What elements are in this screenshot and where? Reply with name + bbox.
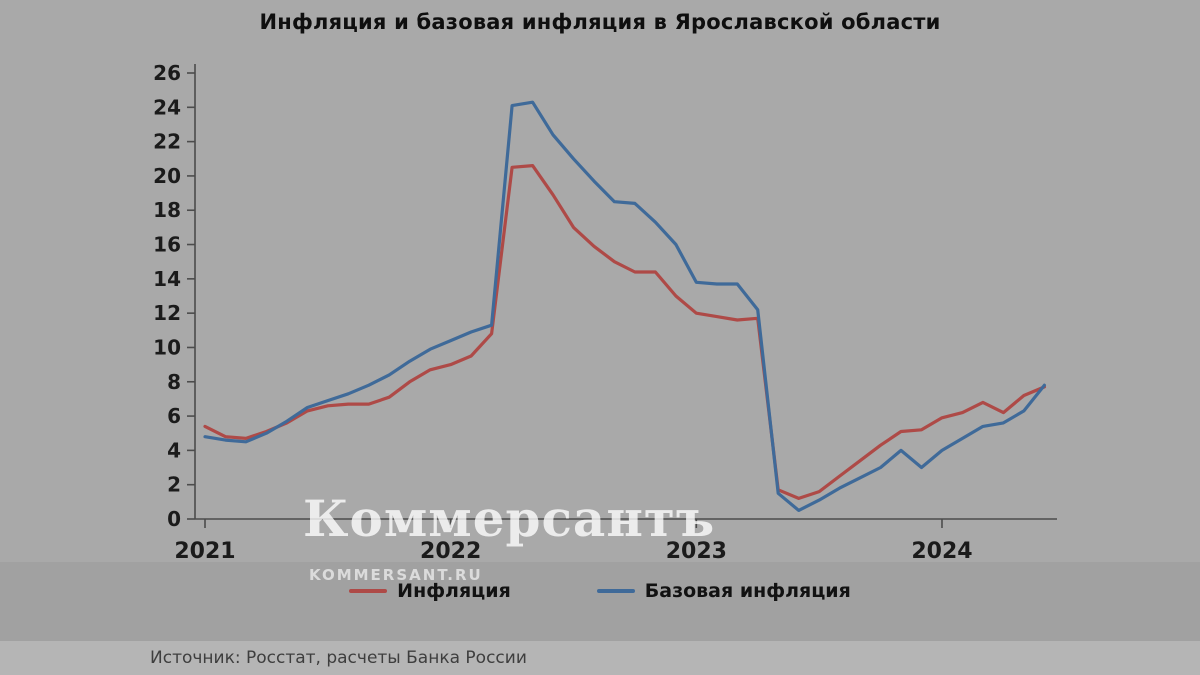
x-tick-label: 2023 [666, 539, 727, 564]
y-tick-label: 14 [153, 267, 181, 291]
watermark-band [0, 562, 1200, 642]
y-tick-label: 0 [167, 507, 181, 531]
x-tick-label: 2022 [420, 539, 481, 564]
x-tick-label: 2024 [911, 539, 972, 564]
y-tick-label: 24 [153, 95, 181, 119]
legend-label-core-inflation: Базовая инфляция [644, 580, 851, 602]
y-tick-label: 10 [153, 335, 181, 359]
legend-label-inflation: Инфляция [397, 580, 511, 602]
y-tick-label: 12 [153, 301, 181, 325]
y-tick-label: 20 [153, 164, 181, 188]
y-tick-label: 4 [167, 438, 181, 462]
legend-swatch-core-inflation [596, 589, 635, 593]
y-tick-label: 8 [167, 370, 181, 394]
series-line-1 [203, 100, 1047, 512]
y-tick-label: 6 [167, 404, 181, 428]
y-tick-label: 26 [153, 61, 181, 85]
y-tick-label: 16 [153, 233, 181, 257]
chart-title: Инфляция и базовая инфляция в Ярославско… [259, 10, 941, 34]
source-bar: Источник: Росстат, расчеты Банка России [0, 641, 1200, 675]
legend-item-core-inflation: Базовая инфляция [596, 580, 851, 602]
y-tick-label: 18 [153, 198, 181, 222]
y-tick-label: 22 [153, 130, 181, 154]
kommersant-logo-watermark: Коммерсантъ [303, 489, 716, 548]
source-text: Источник: Росстат, расчеты Банка России [150, 648, 527, 668]
y-tick-label: 2 [167, 473, 181, 497]
chart-legend: Инфляция Базовая инфляция [0, 580, 1200, 602]
x-tick-label: 2021 [174, 539, 235, 564]
legend-swatch-inflation [349, 589, 388, 593]
legend-item-inflation: Инфляция [349, 580, 511, 602]
series-line-0 [203, 164, 1047, 500]
kommersant-site-watermark: KOMMERSANT.RU [309, 566, 483, 584]
